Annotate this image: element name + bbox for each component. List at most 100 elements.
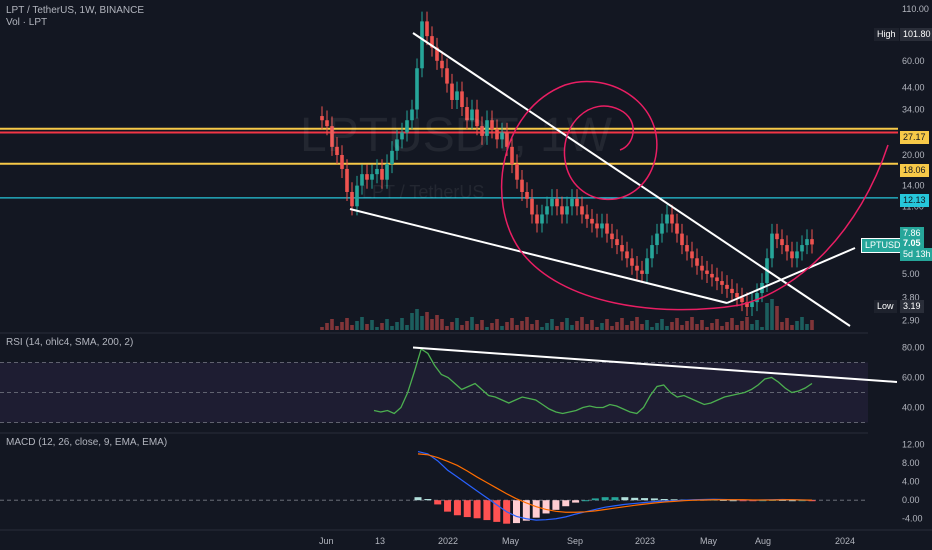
volume-bar xyxy=(505,322,509,330)
macd-signal-line xyxy=(417,453,813,513)
candle-body xyxy=(740,297,744,303)
time-axis-label: May xyxy=(700,536,718,546)
last-price-tag: 7.05 xyxy=(900,237,924,250)
candle-body xyxy=(780,239,784,246)
volume-bar xyxy=(590,320,594,330)
macd-histogram-bar xyxy=(808,500,816,502)
macd-histogram-bar xyxy=(591,498,599,501)
fibonacci-spiral xyxy=(500,80,889,311)
candle-body xyxy=(340,155,344,169)
macd-histogram-bar xyxy=(631,497,639,501)
volume-bar xyxy=(725,322,729,330)
rsi-tick-label: 60.00 xyxy=(902,373,925,383)
time-axis-label: Jun xyxy=(319,536,334,546)
volume-bar xyxy=(485,327,489,330)
macd-histogram-bar xyxy=(463,500,471,518)
volume-bar xyxy=(625,325,629,330)
candle-body xyxy=(600,223,604,229)
time-axis-label: 2022 xyxy=(438,536,458,546)
volume-bar xyxy=(555,326,559,330)
time-axis-label: May xyxy=(502,536,520,546)
candle-body xyxy=(695,258,699,266)
low-value-tag: 3.19 xyxy=(900,300,924,313)
volume-bar xyxy=(440,319,444,330)
price-tick-label: 2.90 xyxy=(902,316,920,326)
volume-bar xyxy=(720,326,724,330)
high-tag: High xyxy=(874,28,899,41)
candle-body xyxy=(545,206,549,215)
price-tick-label: 5.00 xyxy=(902,269,920,279)
candle-body xyxy=(665,214,669,224)
candle-body xyxy=(435,47,439,61)
macd-histogram-bar xyxy=(513,500,520,524)
candle-body xyxy=(750,302,754,307)
volume-bar xyxy=(595,327,599,330)
volume-bar xyxy=(635,317,639,330)
time-axis-label: 2023 xyxy=(635,536,655,546)
candle-body xyxy=(330,126,334,147)
candle-body xyxy=(440,60,444,69)
candle-body xyxy=(575,198,579,207)
candle-body xyxy=(565,206,569,215)
macd-tick-label: 4.00 xyxy=(902,477,920,487)
candle-body xyxy=(685,245,689,252)
candle-body xyxy=(490,120,494,130)
macd-histogram-bar xyxy=(434,500,442,505)
volume-bar xyxy=(530,324,534,330)
candle-body xyxy=(625,251,629,259)
macd-histogram-bar xyxy=(542,500,550,514)
candle-body xyxy=(610,233,614,240)
volume-bar xyxy=(525,317,529,330)
candle-body xyxy=(385,164,389,180)
volume-bar xyxy=(350,325,354,330)
candle-body xyxy=(745,302,749,307)
volume-bar xyxy=(455,318,459,330)
candle-body xyxy=(510,146,514,165)
macd-histogram-bar xyxy=(641,498,649,501)
candle-body xyxy=(700,265,704,271)
trendline-ascending xyxy=(726,247,856,304)
macd-histogram-bar xyxy=(532,500,540,518)
volume-bar xyxy=(665,326,669,330)
volume-bar xyxy=(575,321,579,330)
macd-histogram-bar xyxy=(650,498,658,501)
candle-body xyxy=(580,206,584,215)
volume-bar xyxy=(430,319,434,330)
volume-bar xyxy=(540,327,544,330)
candle-body xyxy=(335,146,339,156)
trendline-descending-upper xyxy=(412,32,851,327)
candle-body xyxy=(590,218,594,224)
level-tag-18: 18.06 xyxy=(900,164,929,177)
volume-bar xyxy=(460,325,464,330)
volume-bar xyxy=(480,320,484,330)
candle-body xyxy=(390,150,394,165)
high-value-tag: 101.80 xyxy=(900,28,932,41)
candle-body xyxy=(360,174,364,186)
candle-body xyxy=(560,206,564,215)
volume-bar xyxy=(390,326,394,330)
volume-bar xyxy=(415,309,419,330)
candle-body xyxy=(410,109,414,121)
candle-body xyxy=(810,239,814,245)
candle-body xyxy=(355,185,359,207)
macd-tick-label: -4.00 xyxy=(902,514,923,524)
macd-histogram-bar xyxy=(670,499,678,501)
candle-body xyxy=(500,132,504,140)
candle-body xyxy=(460,91,464,108)
volume-bar xyxy=(405,325,409,330)
volume-bar xyxy=(515,325,519,330)
volume-bar xyxy=(620,318,624,330)
volume-bar xyxy=(650,327,654,330)
volume-bar xyxy=(355,321,359,330)
level-tag-12: 12.13 xyxy=(900,194,929,207)
candle-body xyxy=(450,83,454,100)
volume-bar xyxy=(340,322,344,330)
candle-body xyxy=(465,107,469,121)
candle-body xyxy=(415,68,419,110)
time-axis-label: 13 xyxy=(375,536,385,546)
candle-body xyxy=(675,223,679,234)
volume-bar xyxy=(445,326,449,330)
main-pane-title: LPT / TetherUS, 1W, BINANCE xyxy=(6,5,145,16)
candle-body xyxy=(615,239,619,246)
